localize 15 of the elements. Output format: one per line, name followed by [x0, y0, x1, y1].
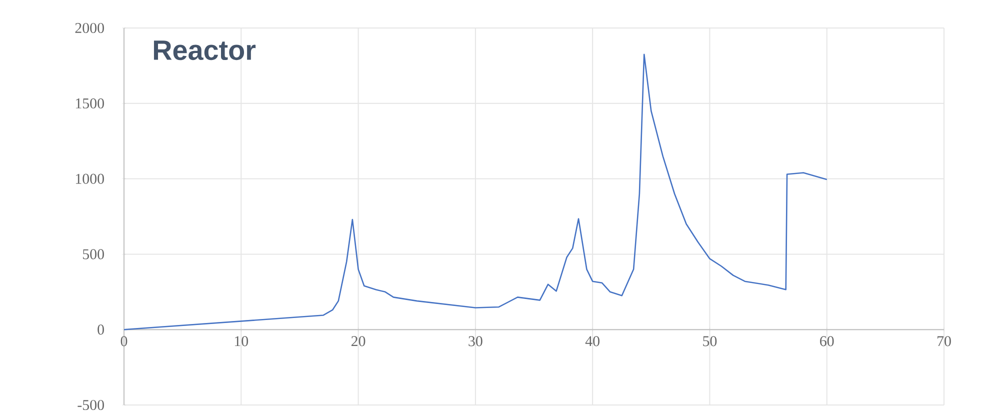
x-tick-label: 50	[703, 336, 717, 346]
y-tick-label: 500	[83, 249, 104, 260]
y-tick-label: 0	[98, 324, 104, 335]
y-tick-label: -500	[78, 400, 104, 410]
x-tick-label: 0	[120, 336, 128, 346]
x-tick-label: 20	[351, 336, 366, 346]
y-tick-label: 1000	[76, 174, 104, 184]
x-tick-label: 10	[234, 336, 248, 346]
x-tick-label: 60	[820, 336, 834, 346]
x-tick-label: 70	[938, 336, 951, 346]
chart-title: Reactor	[154, 40, 256, 60]
x-tick-label: 30	[468, 336, 482, 346]
y-tick-label: 1500	[76, 98, 104, 108]
x-tick-label: 40	[585, 336, 600, 346]
y-tick-label: 2000	[75, 22, 104, 34]
